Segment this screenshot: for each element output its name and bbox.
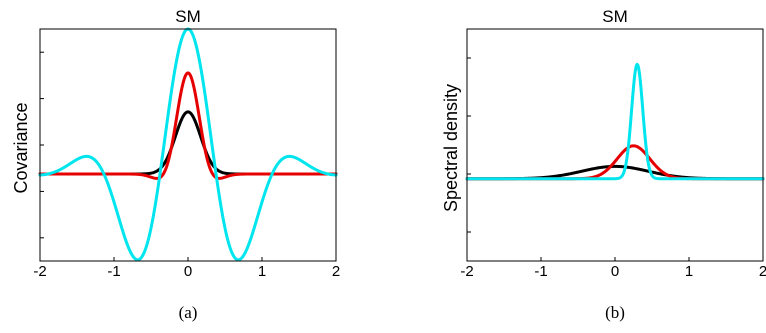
panel-a-series-line-2	[38, 71, 338, 180]
panel-a-title: SM	[175, 7, 201, 26]
panel-b-xtick-label: -2	[460, 263, 473, 280]
panel-b-plot-frame	[466, 28, 764, 262]
panel-b-xtick-label: -1	[534, 263, 547, 280]
panel-b-xtick-label: 1	[685, 263, 693, 280]
panel-a-series-line-3	[38, 27, 338, 262]
panel-a-xtick-label: 2	[332, 263, 340, 280]
panel-a-xtick-label: -1	[107, 263, 120, 280]
panel-b-series-line-2	[465, 144, 765, 181]
panel-a: SM Covariance -2 -1 0 1 2 (a)	[11, 7, 340, 322]
panel-b-caption: (b)	[605, 303, 625, 322]
panel-b-series-line-1	[465, 164, 765, 181]
panel-a-xtick-label: -2	[33, 263, 46, 280]
panel-b-xtick-label: 2	[759, 263, 766, 280]
panel-b: SM Spectral density -2 -1 0 1 2 (b)	[441, 7, 766, 322]
panel-a-series-line-1	[38, 110, 338, 176]
panel-a-xtick-label: 0	[184, 263, 192, 280]
panel-a-y-axis-label: Covariance	[11, 102, 31, 193]
panel-b-title: SM	[602, 7, 628, 26]
panel-a-caption: (a)	[179, 303, 198, 322]
panel-a-plot-frame	[39, 28, 337, 262]
panel-b-y-axis-label: Spectral density	[441, 84, 461, 212]
panel-b-series-line-3	[465, 62, 765, 181]
panel-a-xtick-label: 1	[258, 263, 266, 280]
panel-b-xtick-label: 0	[611, 263, 619, 280]
